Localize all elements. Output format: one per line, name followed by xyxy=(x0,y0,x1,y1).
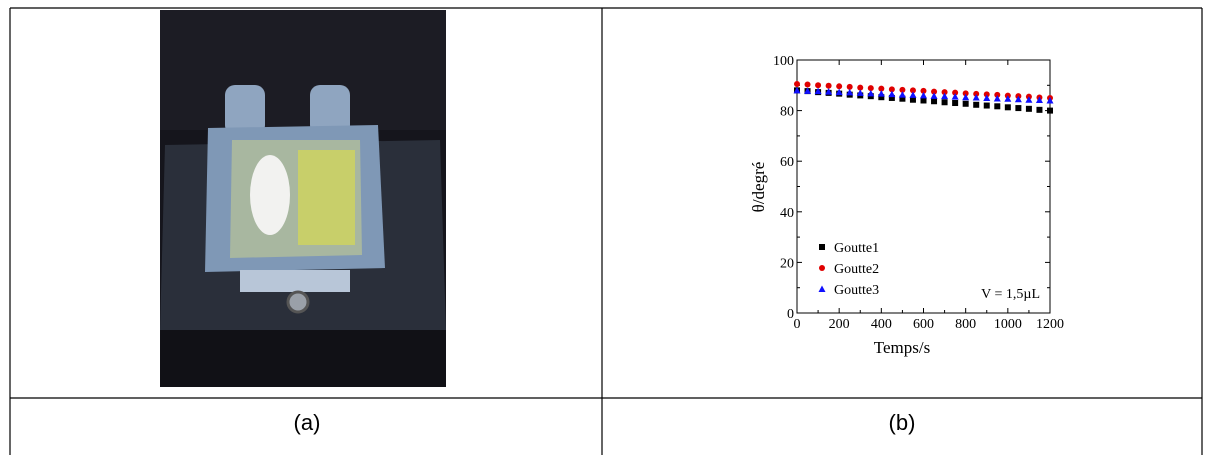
marker xyxy=(804,87,812,94)
y-tick-label: 0 xyxy=(787,307,794,322)
marker xyxy=(1025,105,1032,112)
marker xyxy=(1014,95,1022,103)
marker xyxy=(1004,95,1012,102)
marker xyxy=(846,83,853,90)
marker xyxy=(983,102,990,109)
x-axis-label: Temps/s xyxy=(874,338,930,357)
marker xyxy=(983,91,990,98)
marker xyxy=(814,87,822,95)
x-tick-label: 400 xyxy=(871,317,892,332)
marker xyxy=(877,90,885,97)
marker xyxy=(973,90,980,97)
legend-label: Goutte1 xyxy=(834,241,879,256)
marker xyxy=(1025,96,1033,103)
marker xyxy=(878,85,885,92)
marker xyxy=(1047,107,1053,114)
marker xyxy=(952,100,959,107)
y-tick-label: 100 xyxy=(773,54,794,69)
marker xyxy=(804,81,811,88)
x-tick-label: 1200 xyxy=(1036,317,1064,332)
marker xyxy=(962,100,969,107)
marker xyxy=(898,91,906,98)
marker xyxy=(888,94,895,101)
marker xyxy=(994,103,1001,110)
legend-marker xyxy=(819,265,825,271)
marker xyxy=(920,91,927,99)
marker xyxy=(1046,96,1054,104)
marker xyxy=(888,86,895,93)
marker xyxy=(972,93,980,101)
marker xyxy=(794,81,800,88)
annotation: V = 1,5µL xyxy=(981,287,1040,302)
y-tick-label: 60 xyxy=(780,155,794,170)
marker xyxy=(952,89,959,96)
caption: (b) xyxy=(888,410,916,435)
marker xyxy=(951,93,959,100)
marker xyxy=(867,89,875,97)
marker xyxy=(856,89,864,96)
x-tick-label: 200 xyxy=(829,317,850,332)
marker xyxy=(994,91,1001,98)
marker xyxy=(836,83,843,90)
marker xyxy=(962,93,970,101)
marker xyxy=(920,87,927,94)
marker xyxy=(920,97,927,104)
marker xyxy=(983,94,991,101)
marker xyxy=(931,88,938,95)
marker xyxy=(1004,104,1011,111)
marker xyxy=(867,85,874,92)
legend-label: Goutte3 xyxy=(834,283,879,298)
marker xyxy=(930,92,938,99)
marker xyxy=(1035,96,1043,103)
chart: Temps/s θ/degré V = 1,5µL 0 200 400 600 800 1… xyxy=(749,54,1064,357)
legend-label: Goutte2 xyxy=(834,262,879,277)
marker xyxy=(941,92,949,100)
legend-marker xyxy=(819,244,825,250)
marker xyxy=(1036,106,1043,113)
photo xyxy=(160,10,446,387)
legend-marker xyxy=(818,285,826,292)
marker xyxy=(941,89,948,96)
marker xyxy=(931,98,938,105)
marker xyxy=(815,82,822,89)
y-tick-label: 80 xyxy=(780,105,794,120)
marker xyxy=(846,88,854,96)
marker xyxy=(993,94,1001,102)
y-tick-label: 20 xyxy=(780,256,794,271)
marker xyxy=(878,94,885,101)
marker xyxy=(973,101,980,108)
x-tick-label: 800 xyxy=(955,317,976,332)
marker xyxy=(962,90,969,97)
marker xyxy=(793,86,801,94)
marker xyxy=(1015,105,1022,112)
marker xyxy=(909,91,917,98)
marker xyxy=(909,96,916,103)
y-tick-label: 40 xyxy=(780,206,794,221)
marker xyxy=(899,86,906,93)
caption: (a) xyxy=(293,410,321,435)
marker xyxy=(899,95,906,102)
marker xyxy=(857,84,864,91)
x-tick-label: 1000 xyxy=(994,317,1022,332)
marker xyxy=(825,88,833,95)
marker xyxy=(835,88,843,96)
marker xyxy=(941,99,948,106)
y-axis-label: θ/degré xyxy=(749,162,768,213)
marker xyxy=(909,87,916,94)
table-borders xyxy=(9,7,1203,455)
marker xyxy=(825,82,832,89)
marker xyxy=(888,90,896,98)
x-tick-label: 0 xyxy=(794,317,801,332)
x-tick-label: 600 xyxy=(913,317,934,332)
